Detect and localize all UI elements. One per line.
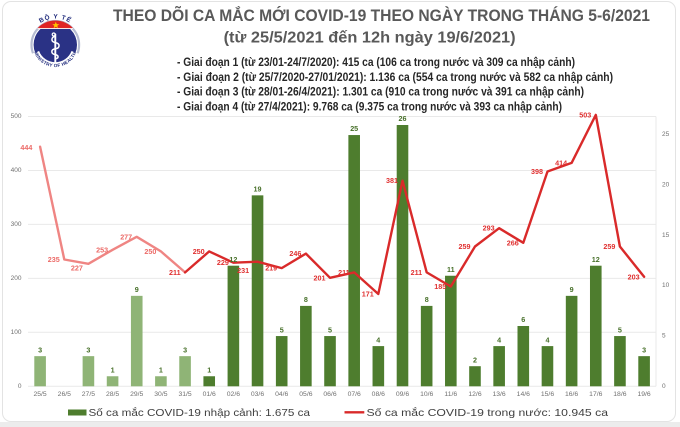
svg-text:444: 444: [20, 143, 32, 152]
svg-text:277: 277: [120, 232, 132, 241]
svg-text:25: 25: [350, 124, 358, 133]
svg-text:503: 503: [579, 110, 591, 119]
svg-text:15: 15: [662, 232, 670, 239]
svg-text:259: 259: [459, 242, 471, 251]
svg-text:259: 259: [603, 242, 615, 251]
svg-text:8: 8: [304, 295, 308, 304]
svg-text:253: 253: [96, 245, 108, 254]
svg-text:19: 19: [254, 185, 262, 194]
svg-text:4: 4: [376, 335, 380, 344]
svg-text:10/6: 10/6: [420, 391, 433, 398]
svg-text:Số ca mắc COVID-19 trong nước:: Số ca mắc COVID-19 trong nước: 10.945 ca: [367, 406, 609, 419]
svg-text:211: 211: [169, 268, 181, 277]
svg-text:02/6: 02/6: [227, 391, 240, 398]
svg-text:- Giai đoạn 3 (từ 28/01-26/4/2: - Giai đoạn 3 (từ 28/01-26/4/2021): 1.30…: [177, 85, 584, 99]
svg-text:100: 100: [11, 329, 22, 336]
svg-text:6: 6: [521, 315, 525, 324]
svg-text:3: 3: [183, 345, 187, 354]
svg-text:1: 1: [159, 365, 163, 374]
svg-text:201: 201: [314, 273, 326, 282]
svg-text:25/5: 25/5: [33, 391, 46, 398]
svg-text:400: 400: [11, 167, 22, 174]
svg-text:- Giai đoạn 1 (từ 23/01-24/7/2: - Giai đoạn 1 (từ 23/01-24/7/2020): 415 …: [177, 55, 575, 69]
svg-text:04/6: 04/6: [275, 391, 288, 398]
svg-text:- Giai đoạn 2 (từ 25/7/2020-27: - Giai đoạn 2 (từ 25/7/2020-27/01/2021):…: [177, 70, 613, 84]
svg-text:5: 5: [618, 325, 622, 334]
svg-text:(từ 25/5/2021 đến 12h ngày 19/: (từ 25/5/2021 đến 12h ngày 19/6/2021): [224, 29, 516, 46]
svg-text:231: 231: [237, 266, 249, 275]
svg-text:31/5: 31/5: [178, 391, 191, 398]
svg-text:4: 4: [546, 335, 550, 344]
svg-text:Số ca mắc COVID-19 nhập cảnh:: Số ca mắc COVID-19 nhập cảnh: 1.675 ca: [89, 406, 311, 419]
svg-text:250: 250: [193, 247, 205, 256]
svg-text:1: 1: [207, 365, 211, 374]
svg-text:219: 219: [265, 264, 277, 273]
svg-text:0: 0: [662, 383, 666, 390]
svg-text:500: 500: [11, 113, 22, 120]
svg-text:06/6: 06/6: [323, 391, 336, 398]
svg-text:THEO DÕI CA MẮC MỚI COVID-19 T: THEO DÕI CA MẮC MỚI COVID-19 THEO NGÀY T…: [113, 5, 650, 25]
svg-text:3: 3: [86, 345, 90, 354]
svg-text:235: 235: [48, 255, 60, 264]
svg-text:29/5: 29/5: [130, 391, 143, 398]
svg-text:26/5: 26/5: [58, 391, 71, 398]
svg-text:16/6: 16/6: [565, 391, 578, 398]
svg-text:05/6: 05/6: [299, 391, 312, 398]
svg-text:171: 171: [362, 290, 374, 299]
svg-text:200: 200: [11, 275, 22, 282]
svg-text:18/6: 18/6: [613, 391, 626, 398]
svg-text:08/6: 08/6: [372, 391, 385, 398]
svg-text:- Giai đoạn 4 (từ 27/4/2021):: - Giai đoạn 4 (từ 27/4/2021): 9.768 ca (…: [177, 99, 562, 113]
svg-text:414: 414: [555, 158, 567, 167]
svg-text:10: 10: [662, 282, 670, 289]
svg-text:229: 229: [217, 258, 229, 267]
svg-text:27/5: 27/5: [82, 391, 95, 398]
svg-text:185: 185: [434, 282, 446, 291]
svg-text:11/6: 11/6: [444, 391, 457, 398]
svg-text:BỘ Y TẾ: BỘ Y TẾ: [38, 12, 74, 25]
svg-text:300: 300: [11, 221, 22, 228]
svg-text:398: 398: [531, 167, 543, 176]
svg-text:3: 3: [38, 345, 42, 354]
svg-text:15/6: 15/6: [541, 391, 554, 398]
svg-text:203: 203: [628, 272, 640, 281]
svg-text:12: 12: [592, 255, 600, 264]
svg-text:2: 2: [473, 355, 477, 364]
svg-text:293: 293: [483, 224, 495, 233]
svg-text:266: 266: [507, 238, 519, 247]
svg-text:03/6: 03/6: [251, 391, 264, 398]
svg-text:12/6: 12/6: [468, 391, 481, 398]
svg-text:11: 11: [447, 265, 455, 274]
svg-text:4: 4: [497, 335, 501, 344]
svg-text:5: 5: [280, 325, 284, 334]
svg-text:5: 5: [328, 325, 332, 334]
svg-text:25: 25: [662, 131, 670, 138]
svg-text:17/6: 17/6: [589, 391, 602, 398]
svg-text:227: 227: [71, 264, 83, 273]
svg-text:26: 26: [399, 114, 407, 123]
svg-text:1: 1: [111, 365, 115, 374]
svg-text:13/6: 13/6: [492, 391, 505, 398]
svg-text:250: 250: [144, 247, 156, 256]
svg-text:211: 211: [411, 268, 423, 277]
svg-text:3: 3: [642, 345, 646, 354]
svg-text:0: 0: [18, 383, 22, 390]
svg-text:01/6: 01/6: [203, 391, 216, 398]
svg-text:246: 246: [289, 249, 301, 258]
svg-text:30/5: 30/5: [154, 391, 167, 398]
svg-text:09/6: 09/6: [396, 391, 409, 398]
svg-text:211: 211: [338, 268, 350, 277]
svg-text:12: 12: [229, 255, 237, 264]
svg-text:8: 8: [425, 295, 429, 304]
svg-text:5: 5: [662, 333, 666, 340]
svg-text:14/6: 14/6: [517, 391, 530, 398]
svg-text:9: 9: [135, 285, 139, 294]
svg-text:07/6: 07/6: [348, 391, 361, 398]
svg-text:28/5: 28/5: [106, 391, 119, 398]
svg-text:9: 9: [570, 285, 574, 294]
svg-text:20: 20: [662, 181, 670, 188]
svg-text:19/6: 19/6: [637, 391, 650, 398]
svg-text:381: 381: [386, 176, 398, 185]
